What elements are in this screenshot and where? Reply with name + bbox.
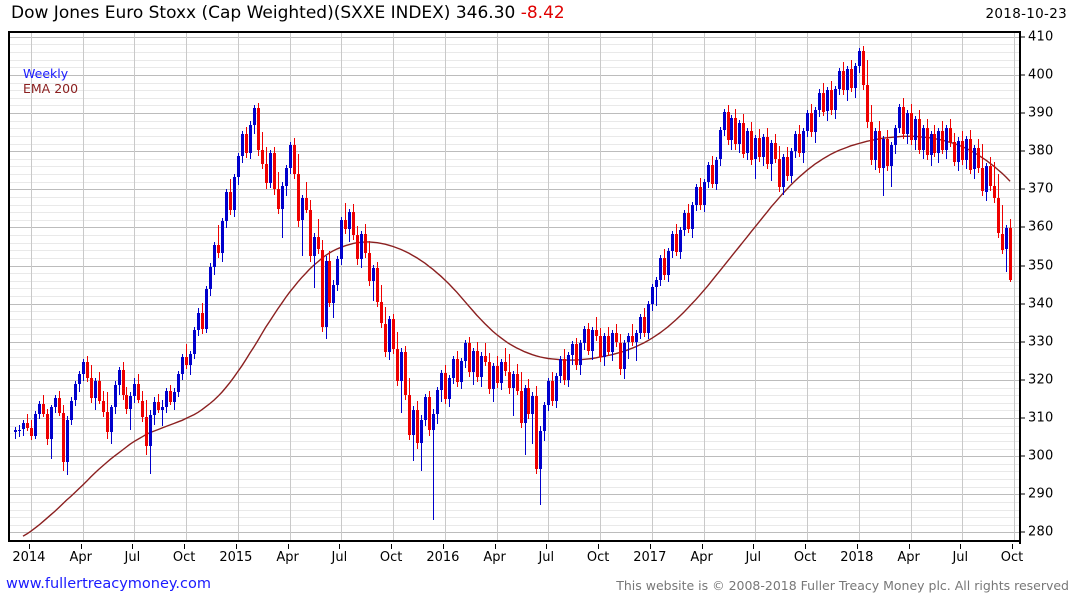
ema200-overlay-line [22, 135, 1011, 537]
chart-footer: www.fullertreacymoney.com This website i… [0, 574, 1075, 600]
page-title: Dow Jones Euro Stoxx (Cap Weighted)(SXXE… [11, 3, 565, 23]
legend-interval-label: Weekly [23, 66, 69, 81]
copyright-notice: This website is © 2008-2018 Fuller Treac… [616, 578, 1069, 593]
website-link[interactable]: www.fullertreacymoney.com [6, 576, 211, 592]
chart-legend: Weekly EMA 200 [23, 66, 78, 96]
chart-header: Dow Jones Euro Stoxx (Cap Weighted)(SXXE… [0, 0, 1075, 28]
legend-ema-label: EMA 200 [23, 81, 79, 96]
price-change: -8.42 [520, 3, 565, 23]
ticker-symbol: (SXXE INDEX) [333, 3, 451, 23]
y-axis-labels: 410 400 390 380 370 360 350 340 330 320 310 300 290 2… [1019, 30, 1075, 542]
quote-date: 2018-10-23 [985, 6, 1067, 22]
instrument-name: Dow Jones Euro Stoxx (Cap Weighted) [11, 3, 334, 23]
last-price: 346.30 [455, 3, 516, 23]
candlestick-series [10, 33, 1019, 540]
chart-gridlines [10, 33, 1019, 540]
price-chart-plot-area: Weekly EMA 200 [8, 31, 1019, 542]
x-axis-labels: 2014 Apr Jul Oct 2015 Apr Jul Oct 2016 Apr Jul Oct 2… [8, 544, 1023, 570]
y-axis-line [1019, 31, 1021, 544]
